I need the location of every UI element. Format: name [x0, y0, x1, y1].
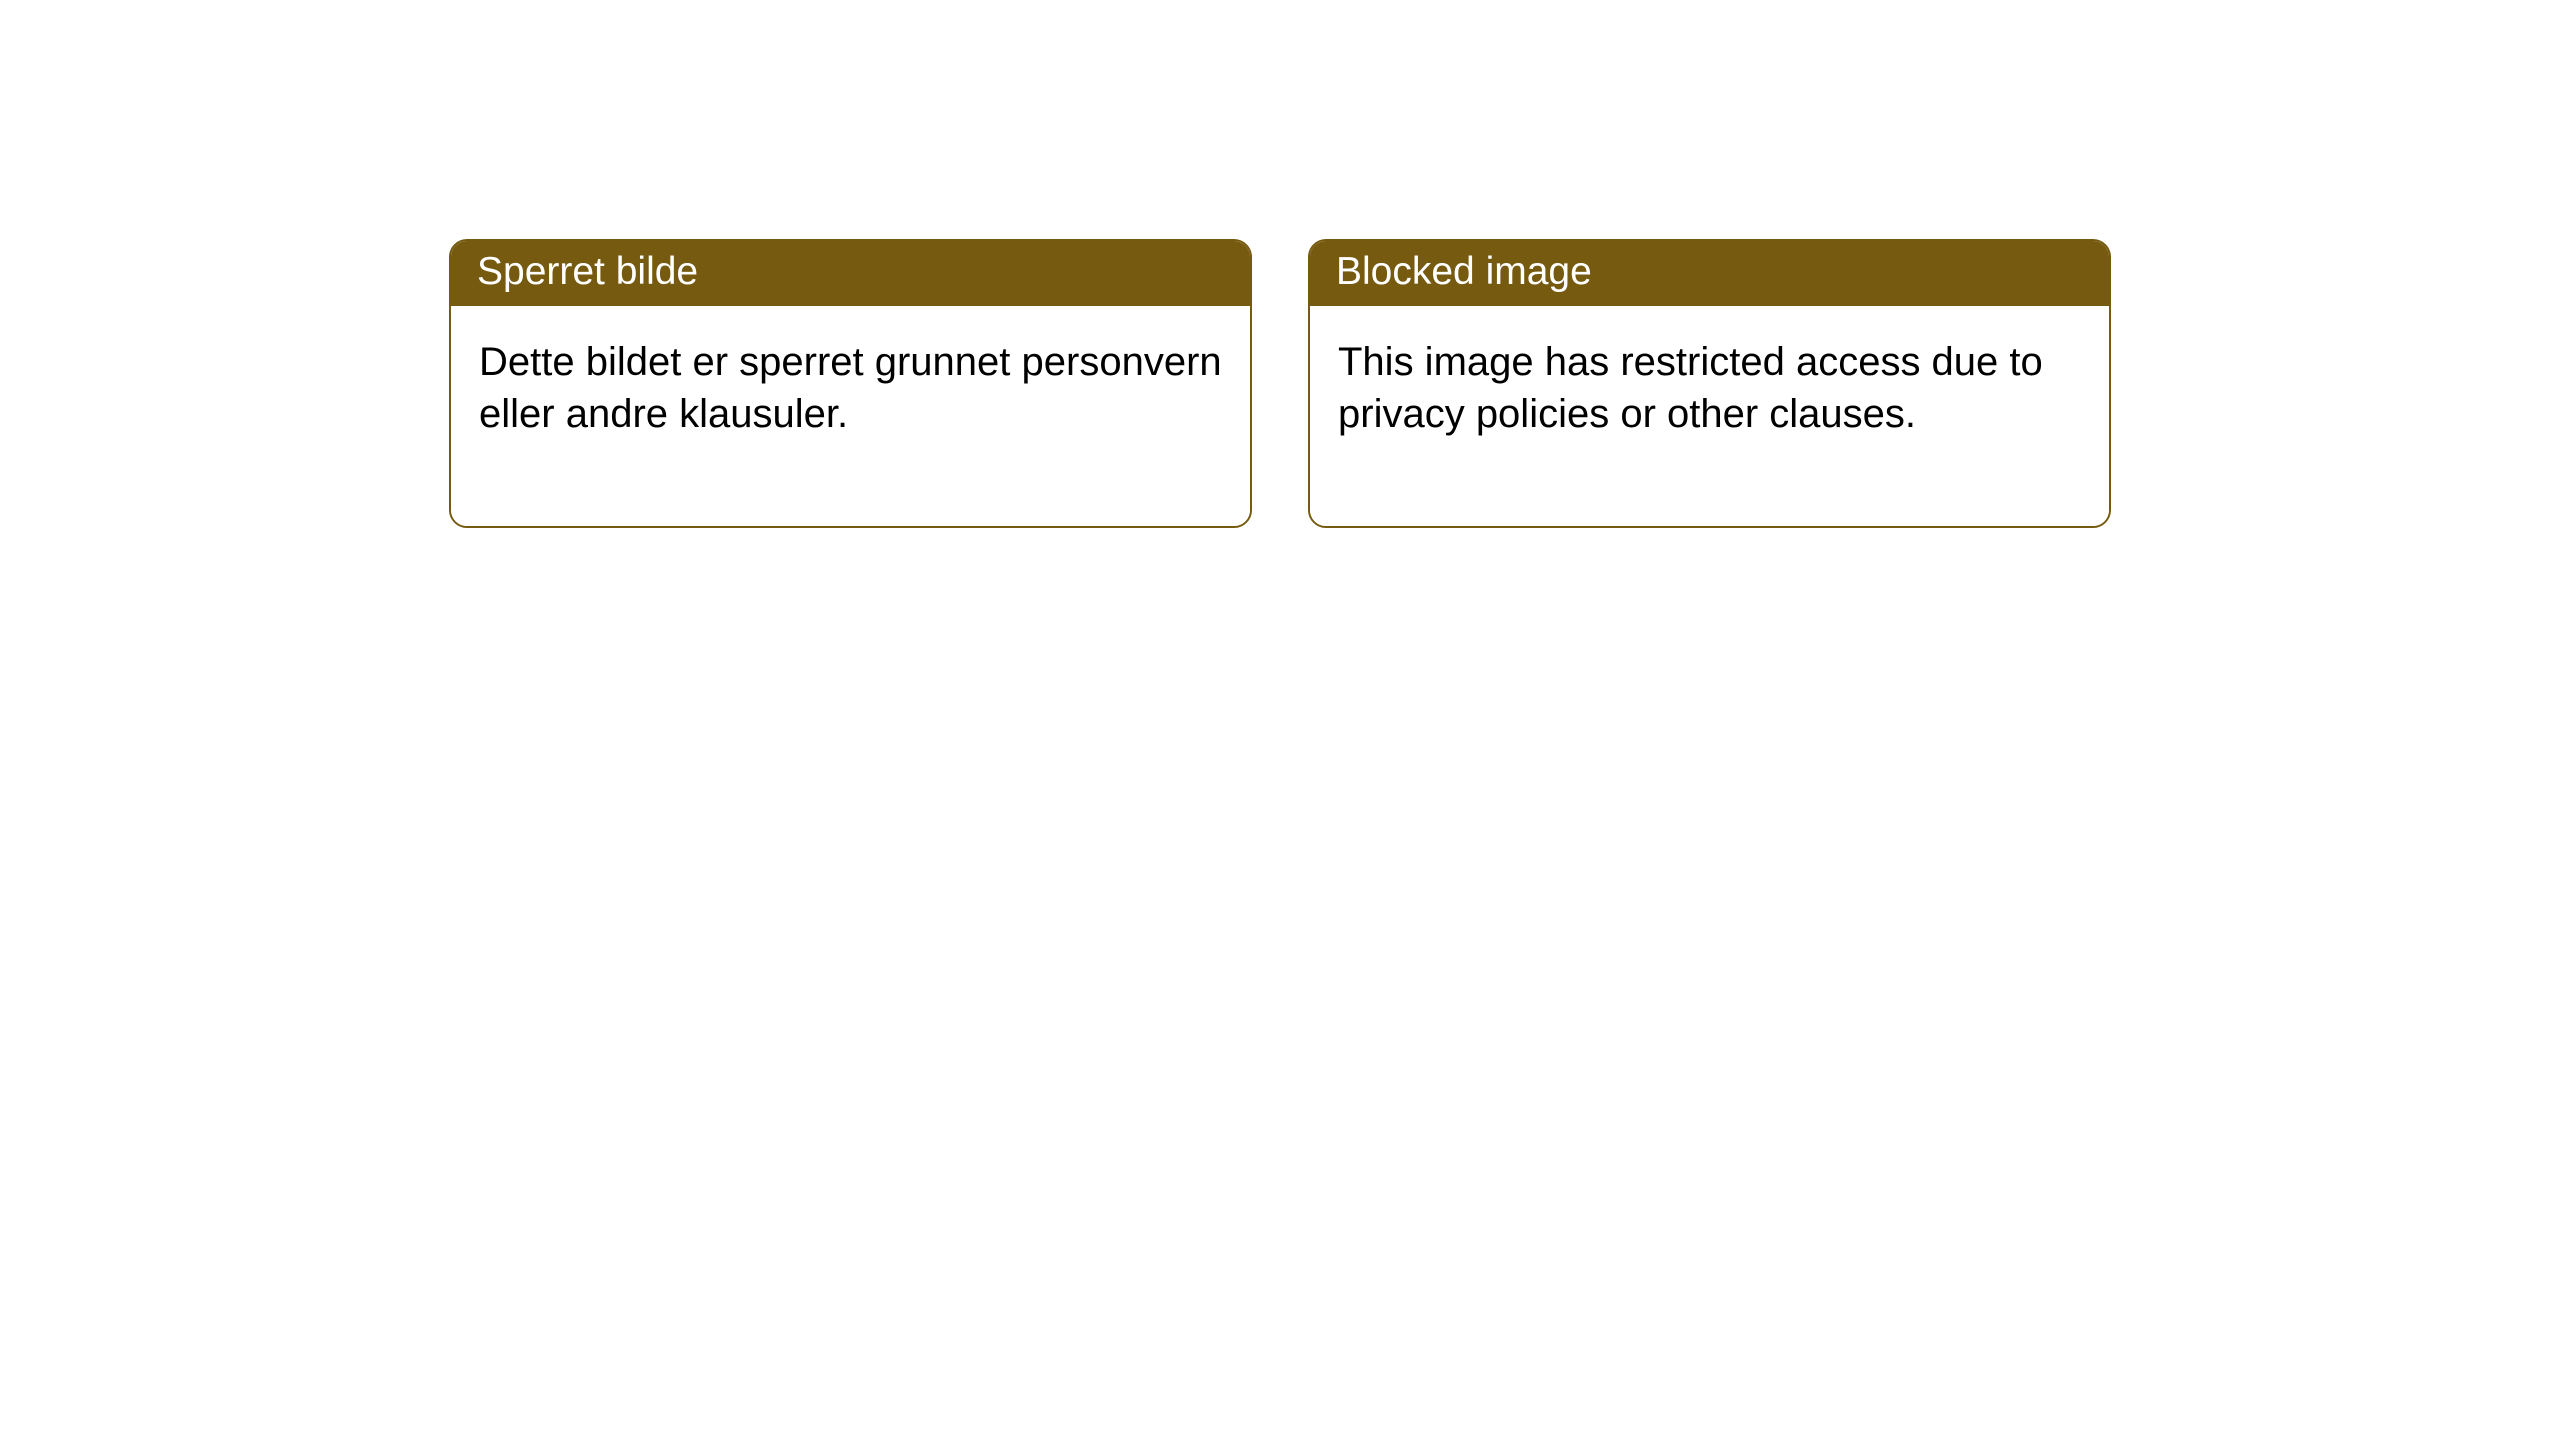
notice-container: Sperret bilde Dette bildet er sperret gr…	[0, 0, 2560, 528]
notice-card-body: Dette bildet er sperret grunnet personve…	[451, 306, 1250, 526]
notice-card-title: Sperret bilde	[451, 241, 1250, 306]
notice-card-no: Sperret bilde Dette bildet er sperret gr…	[449, 239, 1252, 528]
notice-card-en: Blocked image This image has restricted …	[1308, 239, 2111, 528]
notice-card-title: Blocked image	[1310, 241, 2109, 306]
notice-card-body: This image has restricted access due to …	[1310, 306, 2109, 526]
